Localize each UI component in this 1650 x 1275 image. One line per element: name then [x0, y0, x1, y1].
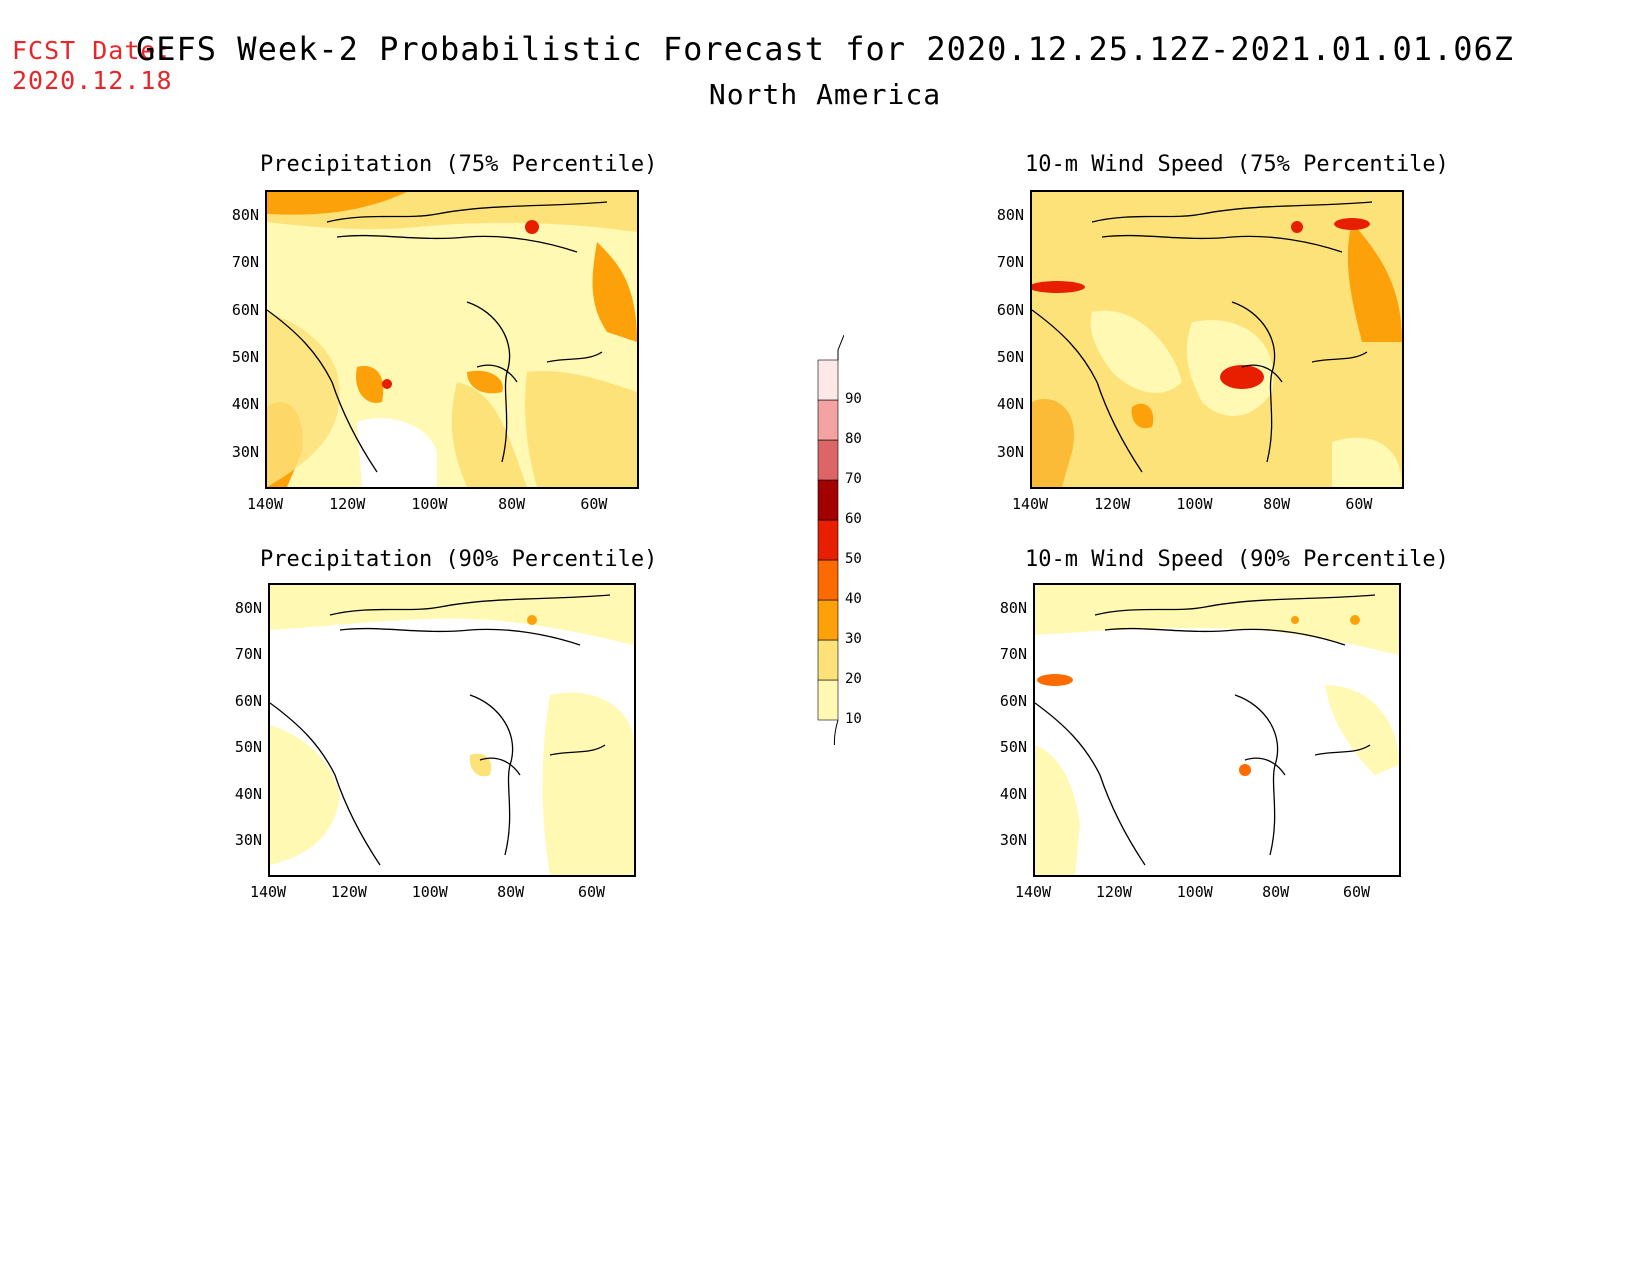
legend-swatch: [817, 359, 839, 401]
lat-tick-label: 60N: [234, 691, 262, 710]
lon-tick-label: 100W: [1176, 495, 1213, 513]
map-svg: [1032, 192, 1402, 487]
lat-tick-label: 50N: [234, 738, 262, 757]
legend-label: 80: [845, 431, 862, 447]
lon-tick-label: 100W: [411, 883, 448, 901]
map-plot: [1033, 583, 1401, 877]
panel-title: 10-m Wind Speed (75% Percentile): [1025, 152, 1449, 177]
legend-swatch: [817, 519, 839, 561]
lat-tick-label: 30N: [231, 442, 259, 461]
lon-tick-label: 80W: [1262, 883, 1290, 901]
legend-swatch: [817, 559, 839, 601]
page-title: GEFS Week-2 Probabilistic Forecast for 2…: [135, 30, 1515, 68]
panel-precip-75: Precipitation (75% Percentile): [220, 150, 658, 510]
lat-tick-label: 70N: [231, 253, 259, 272]
map-plot: [1030, 190, 1404, 489]
legend-head: [837, 335, 844, 360]
lat-tick-label: 70N: [996, 253, 1024, 272]
page-subtitle: North America: [708, 78, 942, 111]
map-plot: [265, 190, 639, 489]
legend-label: 10: [845, 711, 862, 727]
lon-tick-label: 120W: [1094, 495, 1131, 513]
legend-label: 50: [845, 551, 862, 567]
lon-tick-label: 140W: [249, 883, 287, 901]
legend-label: 30: [845, 631, 862, 647]
lat-tick-label: 50N: [996, 347, 1024, 366]
lat-tick-label: 30N: [234, 831, 262, 850]
lon-tick-label: 60W: [1345, 495, 1373, 513]
lon-tick-label: 140W: [1014, 883, 1052, 901]
lat-tick-label: 30N: [996, 442, 1024, 461]
legend-tail: [833, 719, 839, 745]
lat-tick-label: 70N: [234, 645, 262, 664]
lon-tick-label: 120W: [330, 883, 367, 901]
legend-label: 40: [845, 591, 862, 607]
fcst-date-label: FCST Date:: [12, 36, 173, 65]
lat-tick-label: 80N: [231, 206, 259, 224]
lon-tick-label: 80W: [1263, 495, 1291, 513]
fcst-date-value: 2020.12.18: [12, 66, 173, 95]
legend-swatch: [817, 679, 839, 721]
legend-swatch: [817, 639, 839, 681]
lon-tick-label: 120W: [329, 495, 366, 513]
panel-wind-90: 10-m Wind Speed (90% Percentile): [985, 545, 1449, 905]
lon-tick-label: 100W: [411, 495, 448, 513]
lat-tick-label: 60N: [231, 300, 259, 319]
legend-swatch: [817, 439, 839, 481]
lon-tick-label: 140W: [1011, 495, 1049, 513]
panel-title: 10-m Wind Speed (90% Percentile): [1025, 547, 1449, 572]
lon-tick-label: 100W: [1176, 883, 1213, 901]
lat-tick-label: 30N: [999, 831, 1027, 850]
panel-precip-90: Precipitation (90% Percentile): [220, 545, 658, 905]
legend-bar: [817, 335, 844, 745]
map-svg: [1035, 585, 1399, 875]
panel-wind-75: 10-m Wind Speed (75% Percentile): [985, 150, 1449, 510]
color-legend: 10 20 30 40 50 60 70 80 90: [800, 335, 880, 745]
legend-label: 70: [845, 471, 862, 487]
legend-swatch: [817, 479, 839, 521]
lon-tick-label: 140W: [246, 495, 284, 513]
lat-tick-label: 80N: [234, 599, 262, 617]
panel-title: Precipitation (75% Percentile): [260, 152, 658, 177]
lat-tick-label: 40N: [234, 784, 262, 803]
lat-tick-label: 80N: [999, 599, 1027, 617]
lat-tick-label: 40N: [999, 784, 1027, 803]
fcst-date: FCST Date: 2020.12.18: [12, 36, 173, 96]
legend-label: 90: [845, 391, 862, 407]
map-svg: [267, 192, 637, 487]
legend-label: 20: [845, 671, 862, 687]
legend-swatch: [817, 399, 839, 441]
legend-swatch: [817, 599, 839, 641]
lat-tick-label: 50N: [999, 738, 1027, 757]
lat-tick-label: 60N: [996, 300, 1024, 319]
lon-tick-label: 80W: [498, 495, 526, 513]
lat-tick-label: 70N: [999, 645, 1027, 664]
lat-tick-label: 40N: [231, 395, 259, 414]
lat-tick-label: 40N: [996, 395, 1024, 414]
lon-tick-label: 120W: [1095, 883, 1132, 901]
panel-title: Precipitation (90% Percentile): [260, 547, 658, 572]
lat-tick-label: 80N: [996, 206, 1024, 224]
lon-tick-label: 60W: [580, 495, 608, 513]
legend-label: 60: [845, 511, 862, 527]
lat-tick-label: 60N: [999, 691, 1027, 710]
lat-tick-label: 50N: [231, 347, 259, 366]
lon-tick-label: 60W: [578, 883, 606, 901]
lon-tick-label: 60W: [1343, 883, 1371, 901]
lon-tick-label: 80W: [497, 883, 525, 901]
map-plot: [268, 583, 636, 877]
map-svg: [270, 585, 634, 875]
